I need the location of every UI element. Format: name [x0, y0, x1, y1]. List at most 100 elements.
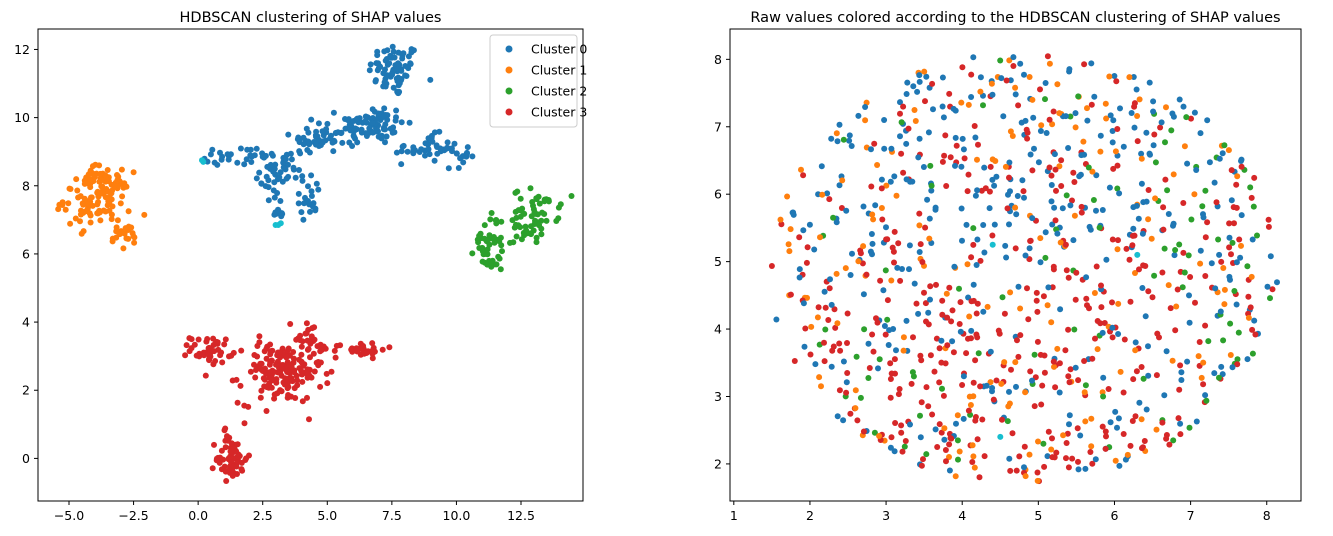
data-point — [843, 389, 850, 396]
data-point — [821, 358, 828, 365]
x-tick-label: 10.0 — [443, 508, 471, 523]
data-point — [791, 358, 798, 364]
data-point — [1066, 421, 1072, 428]
legend-marker — [505, 66, 513, 74]
data-point — [939, 103, 946, 110]
data-point — [1088, 60, 1095, 67]
data-point — [1136, 399, 1143, 406]
x-tick-label: 3 — [882, 508, 890, 523]
data-point — [897, 133, 903, 140]
data-point — [1186, 319, 1193, 326]
data-point — [946, 441, 953, 448]
data-point — [942, 447, 949, 453]
data-point — [1050, 108, 1057, 115]
data-point — [443, 145, 450, 152]
x-tick-label: 7.5 — [382, 508, 402, 523]
data-point — [882, 331, 889, 338]
data-point — [1012, 359, 1019, 366]
data-point — [304, 147, 311, 153]
data-point — [954, 412, 961, 419]
data-point — [1021, 194, 1027, 201]
data-point — [821, 288, 828, 295]
data-point — [1071, 326, 1078, 333]
data-point — [87, 219, 94, 226]
data-point — [1042, 229, 1049, 236]
data-point — [1078, 152, 1085, 159]
data-point — [925, 403, 932, 410]
data-point — [1226, 220, 1233, 227]
data-point — [954, 437, 961, 444]
data-point — [1012, 204, 1019, 211]
data-point — [1138, 150, 1145, 157]
data-point — [497, 266, 504, 273]
data-point — [963, 350, 970, 357]
data-point — [395, 49, 402, 56]
data-point — [289, 378, 296, 385]
data-point — [204, 336, 211, 342]
data-point — [773, 316, 780, 323]
data-point — [1170, 171, 1177, 178]
data-point — [253, 175, 260, 182]
data-point — [906, 266, 912, 273]
data-point — [1234, 173, 1241, 180]
data-point — [1005, 403, 1012, 410]
data-point — [368, 348, 375, 355]
data-point — [346, 122, 353, 129]
data-point — [332, 130, 339, 137]
data-point — [1100, 374, 1107, 381]
data-point — [1083, 274, 1090, 281]
data-point — [958, 99, 965, 106]
data-point — [903, 140, 910, 147]
data-point — [959, 135, 966, 142]
data-point — [1163, 104, 1169, 111]
data-point — [1088, 443, 1095, 450]
data-point — [256, 333, 263, 340]
data-point — [1056, 360, 1063, 367]
data-point — [106, 199, 113, 206]
data-point — [989, 241, 996, 248]
data-point — [448, 145, 455, 152]
data-point — [486, 241, 493, 248]
data-point — [225, 156, 232, 163]
data-point — [990, 396, 997, 403]
data-point — [1029, 96, 1036, 103]
data-point — [372, 77, 379, 84]
data-point — [222, 336, 229, 343]
data-point — [291, 385, 298, 392]
data-point — [887, 444, 894, 451]
data-point — [1164, 187, 1171, 194]
data-point — [1022, 389, 1029, 396]
data-point — [860, 428, 867, 435]
data-point — [1078, 203, 1085, 210]
data-point — [1197, 260, 1204, 267]
data-point — [917, 241, 924, 248]
data-point — [1157, 124, 1164, 131]
y-tick-label: 4 — [714, 322, 722, 337]
data-point — [287, 150, 294, 157]
data-point — [787, 291, 794, 298]
data-point — [259, 153, 266, 160]
x-tick-label: 6 — [1110, 508, 1118, 523]
y-tick-label: 5 — [714, 254, 722, 269]
data-point — [1109, 299, 1115, 306]
data-point — [903, 317, 910, 324]
data-point — [294, 377, 301, 384]
data-point — [375, 110, 382, 117]
data-point — [825, 317, 832, 323]
data-point — [837, 347, 844, 354]
data-point — [1000, 113, 1007, 120]
data-point — [434, 144, 440, 150]
data-point — [313, 141, 319, 148]
data-point — [836, 121, 843, 128]
data-point — [333, 342, 340, 349]
data-point — [966, 393, 973, 400]
data-point — [496, 255, 503, 262]
data-point — [1107, 112, 1114, 119]
data-point — [200, 158, 207, 165]
data-point — [484, 246, 491, 253]
data-point — [1165, 211, 1172, 217]
data-point — [869, 211, 876, 218]
x-tick-label: 2 — [806, 508, 814, 523]
data-point — [968, 254, 975, 261]
data-point — [957, 299, 964, 306]
